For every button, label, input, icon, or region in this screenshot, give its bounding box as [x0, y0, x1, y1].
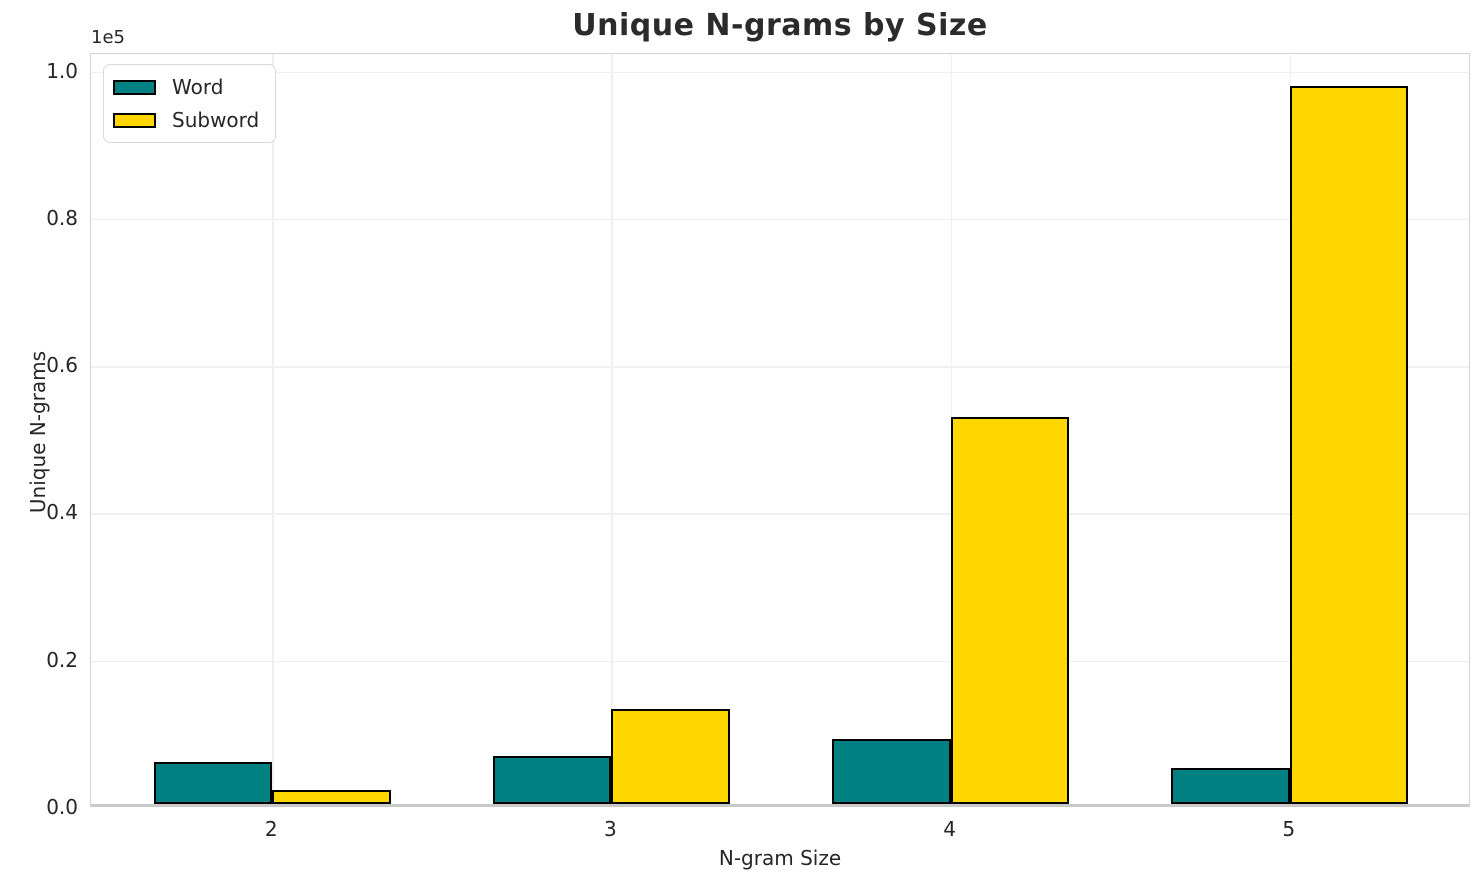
- h-gridline: [91, 660, 1469, 663]
- bar-word-3: [492, 756, 612, 804]
- legend-swatch-word: [113, 79, 156, 95]
- y-tick-label: 0.0: [46, 795, 78, 819]
- legend-label: Subword: [172, 108, 260, 132]
- y-tick-label: 0.6: [46, 353, 78, 378]
- y-axis-offset-label: 1e5: [91, 27, 125, 48]
- h-gridline: [91, 366, 1469, 368]
- x-tick-label: 5: [1282, 817, 1296, 841]
- legend-item: Subword: [113, 108, 259, 132]
- y-tick-label: 0.2: [46, 647, 78, 672]
- plot-area: Word Subword: [90, 53, 1470, 807]
- bar-word-2: [153, 762, 273, 804]
- bar-subword-4: [950, 416, 1070, 804]
- bar-subword-3: [611, 709, 731, 804]
- legend-label: Word: [172, 75, 224, 99]
- y-tick-label: 0.4: [46, 500, 78, 525]
- h-gridline: [91, 71, 1469, 73]
- h-gridline: [91, 218, 1469, 221]
- y-tick-label: 0.8: [46, 205, 78, 230]
- y-tick-label: 1.0: [46, 58, 78, 83]
- x-tick-label: 4: [943, 817, 956, 841]
- bar-subword-5: [1289, 85, 1409, 804]
- bar-word-5: [1171, 767, 1290, 804]
- legend: Word Subword: [103, 64, 277, 143]
- x-tick-label: 3: [604, 817, 617, 841]
- h-gridline: [91, 513, 1469, 515]
- bar-word-4: [831, 739, 951, 804]
- chart-title: Unique N-grams by Size: [572, 8, 988, 43]
- legend-swatch-subword: [113, 112, 156, 128]
- bar-subword-2: [272, 790, 391, 804]
- x-tick-label: 2: [264, 817, 278, 841]
- v-gridline: [611, 54, 613, 804]
- legend-item: Word: [113, 75, 259, 99]
- v-gridline: [272, 54, 274, 804]
- x-axis-label: N-gram Size: [718, 846, 842, 870]
